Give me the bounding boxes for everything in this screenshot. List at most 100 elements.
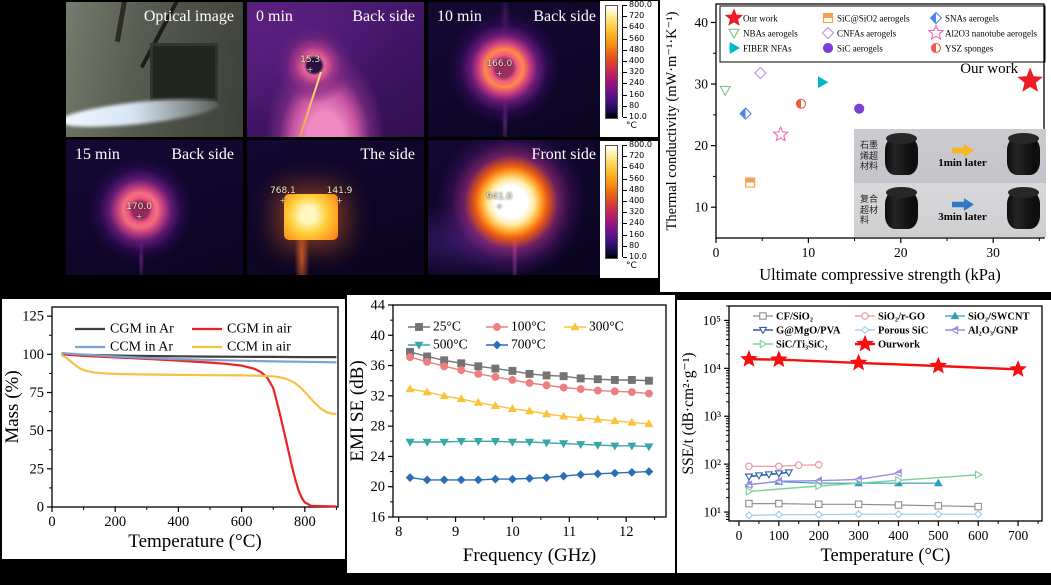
colorbar-tick-label: 720 bbox=[622, 151, 645, 161]
spot-temperature: 941.0 + bbox=[486, 191, 513, 211]
spot-temperature: 166.0 + bbox=[486, 59, 513, 79]
svg-text:8: 8 bbox=[395, 524, 402, 540]
svg-text:9: 9 bbox=[452, 524, 459, 540]
sample-cylinder bbox=[885, 187, 918, 229]
svg-text:Thermal conductivity (mW·m⁻¹·K: Thermal conductivity (mW·m⁻¹·K⁻¹) bbox=[664, 11, 680, 230]
svg-text:Porous SiC: Porous SiC bbox=[878, 326, 928, 337]
elapsed-time-label: 3min later bbox=[938, 210, 987, 223]
material-label: 石墨 烯超 材料 bbox=[860, 140, 879, 172]
svg-text:10³: 10³ bbox=[703, 409, 721, 424]
svg-text:24: 24 bbox=[371, 449, 386, 465]
sample-photos-inset: 石墨 烯超 材料 1min later 复合 超材 料 3min later bbox=[854, 129, 1046, 237]
tga-chart: 0 200 400 600 800 0 25 50 75 100 125 Temperature (°… bbox=[2, 306, 339, 552]
colorbar-gradient bbox=[605, 5, 618, 119]
colorbar-tick-label: 160 bbox=[622, 229, 645, 239]
thermal-colorbar-bottom: 800.0 720 640 560 480 400 320 240 160 80 10.0 °C bbox=[600, 141, 658, 278]
colorbar-tick-label: 560 bbox=[622, 173, 645, 183]
emi-se-chart-panel: 8 9 10 11 12 16 20 24 28 32 36 40 44 Frequency (GHz) E… bbox=[347, 295, 675, 573]
colorbar-gradient bbox=[605, 145, 618, 259]
svg-text:SiC@SiO2 aerogels: SiC@SiO2 aerogels bbox=[837, 14, 910, 24]
thermocouple-wire bbox=[298, 71, 322, 137]
thermal-image-back-0min: 0 min Back side 15.3 + bbox=[247, 2, 424, 137]
cable-decoration bbox=[114, 2, 129, 42]
colorbar-unit: °C bbox=[626, 121, 637, 131]
sse-chart-panel: 0 100 200 300 400 500 600 700 10¹ 10² 10³ 10⁴ 10⁵ Tem… bbox=[677, 300, 1051, 573]
colorbar-tick-label: 160 bbox=[622, 89, 645, 99]
crosshair-icon: + bbox=[279, 196, 287, 206]
colorbar-tick-label: 720 bbox=[622, 11, 645, 21]
svg-text:500: 500 bbox=[928, 528, 949, 543]
svg-text:10: 10 bbox=[695, 200, 709, 215]
svg-text:Our work: Our work bbox=[960, 61, 1018, 77]
svg-text:Temperature (°C): Temperature (°C) bbox=[128, 531, 261, 552]
svg-text:30: 30 bbox=[986, 245, 1000, 260]
svg-text:20: 20 bbox=[894, 245, 908, 260]
svg-text:Ultimate compressive strength: Ultimate compressive strength (kPa) bbox=[759, 265, 1000, 284]
inset-row-composite-metamaterial: 复合 超材 料 3min later bbox=[854, 183, 1046, 237]
time-label: 15 min bbox=[75, 146, 120, 163]
thermal-conductivity-scatter-panel: 0 10 20 30 10 20 30 40 Ultimate compressive stre… bbox=[660, 0, 1051, 292]
svg-text:0: 0 bbox=[37, 500, 44, 516]
svg-text:SNAs aerogels: SNAs aerogels bbox=[945, 14, 999, 24]
elapsed-time-label: 1min later bbox=[938, 156, 987, 169]
spot-temperature: 170.0 + bbox=[126, 202, 152, 222]
thermal-image-the-side: The side 768.1 + 141.9 + bbox=[247, 140, 424, 275]
svg-text:0: 0 bbox=[48, 514, 55, 530]
colorbar-ticks: 800.0 720 640 560 480 400 320 240 160 80 10.0 bbox=[622, 1, 656, 121]
transfer-arrow-icon bbox=[951, 143, 974, 157]
svg-text:800: 800 bbox=[294, 514, 316, 530]
svg-text:125: 125 bbox=[22, 309, 44, 325]
side-label: Front side bbox=[531, 146, 596, 163]
svg-text:200: 200 bbox=[104, 514, 126, 530]
svg-text:40: 40 bbox=[695, 15, 709, 30]
crosshair-icon: + bbox=[306, 65, 314, 74]
svg-text:300: 300 bbox=[848, 528, 869, 543]
svg-text:YSZ sponges: YSZ sponges bbox=[945, 44, 994, 54]
svg-text:10²: 10² bbox=[703, 457, 721, 472]
svg-text:CGM in air: CGM in air bbox=[227, 322, 292, 337]
svg-text:CF/SiO₂: CF/SiO₂ bbox=[776, 312, 813, 323]
spot-temperature: 141.9 + bbox=[326, 186, 353, 206]
series-line bbox=[60, 354, 337, 416]
svg-text:Frequency (GHz): Frequency (GHz) bbox=[463, 545, 596, 566]
svg-text:SiC aerogels: SiC aerogels bbox=[837, 44, 883, 54]
svg-text:Ourwork: Ourwork bbox=[878, 340, 920, 351]
thermal-image-front-side: Front side 941.0 + bbox=[428, 140, 605, 275]
colorbar-tick-label: 80 bbox=[622, 100, 640, 110]
emi-se-chart: 8 9 10 11 12 16 20 24 28 32 36 40 44 Frequency (GHz) E… bbox=[347, 298, 667, 566]
svg-text:400: 400 bbox=[168, 514, 190, 530]
spot-temperature: 768.1 + bbox=[270, 186, 296, 206]
svg-text:700°C: 700°C bbox=[511, 337, 546, 352]
colorbar-tick-label: 10.0 bbox=[623, 252, 647, 261]
colorbar-tick-label: 320 bbox=[622, 67, 645, 77]
svg-text:NBAs aerogels: NBAs aerogels bbox=[743, 29, 798, 39]
colorbar-tick-label: 240 bbox=[622, 218, 645, 228]
svg-text:10: 10 bbox=[802, 245, 816, 260]
colorbar-ticks: 800.0 720 640 560 480 400 320 240 160 80 10.0 bbox=[622, 141, 656, 261]
svg-text:40: 40 bbox=[371, 328, 386, 344]
svg-text:10⁴: 10⁴ bbox=[703, 361, 722, 376]
svg-text:50: 50 bbox=[30, 423, 45, 439]
series-line bbox=[748, 474, 979, 493]
svg-text:CCM in air: CCM in air bbox=[227, 340, 291, 355]
inset-row-graphene-metamaterial: 石墨 烯超 材料 1min later bbox=[854, 129, 1046, 183]
svg-text:25: 25 bbox=[30, 461, 45, 477]
svg-text:100°C: 100°C bbox=[511, 319, 546, 334]
svg-text:10⁵: 10⁵ bbox=[703, 313, 722, 328]
sample-cylinder bbox=[1007, 133, 1040, 175]
panel-label: Optical image bbox=[143, 8, 234, 25]
colorbar-tick-label: 800.0 bbox=[623, 140, 652, 149]
svg-text:0: 0 bbox=[736, 528, 743, 543]
colorbar-tick-label: 400 bbox=[622, 196, 645, 205]
furnace-window bbox=[150, 42, 219, 101]
svg-text:20: 20 bbox=[371, 479, 386, 495]
svg-text:44: 44 bbox=[371, 298, 386, 314]
svg-text:Our work: Our work bbox=[743, 14, 778, 24]
torch-flame bbox=[66, 93, 220, 132]
svg-text:Temperature (°C): Temperature (°C) bbox=[821, 546, 951, 566]
svg-text:Al2O3 nanotube aerogels: Al2O3 nanotube aerogels bbox=[945, 29, 1037, 39]
colorbar-tick-label: 560 bbox=[622, 33, 645, 43]
svg-text:11: 11 bbox=[562, 524, 576, 540]
sample-cylinder bbox=[1007, 187, 1040, 229]
svg-text:300°C: 300°C bbox=[589, 319, 624, 334]
